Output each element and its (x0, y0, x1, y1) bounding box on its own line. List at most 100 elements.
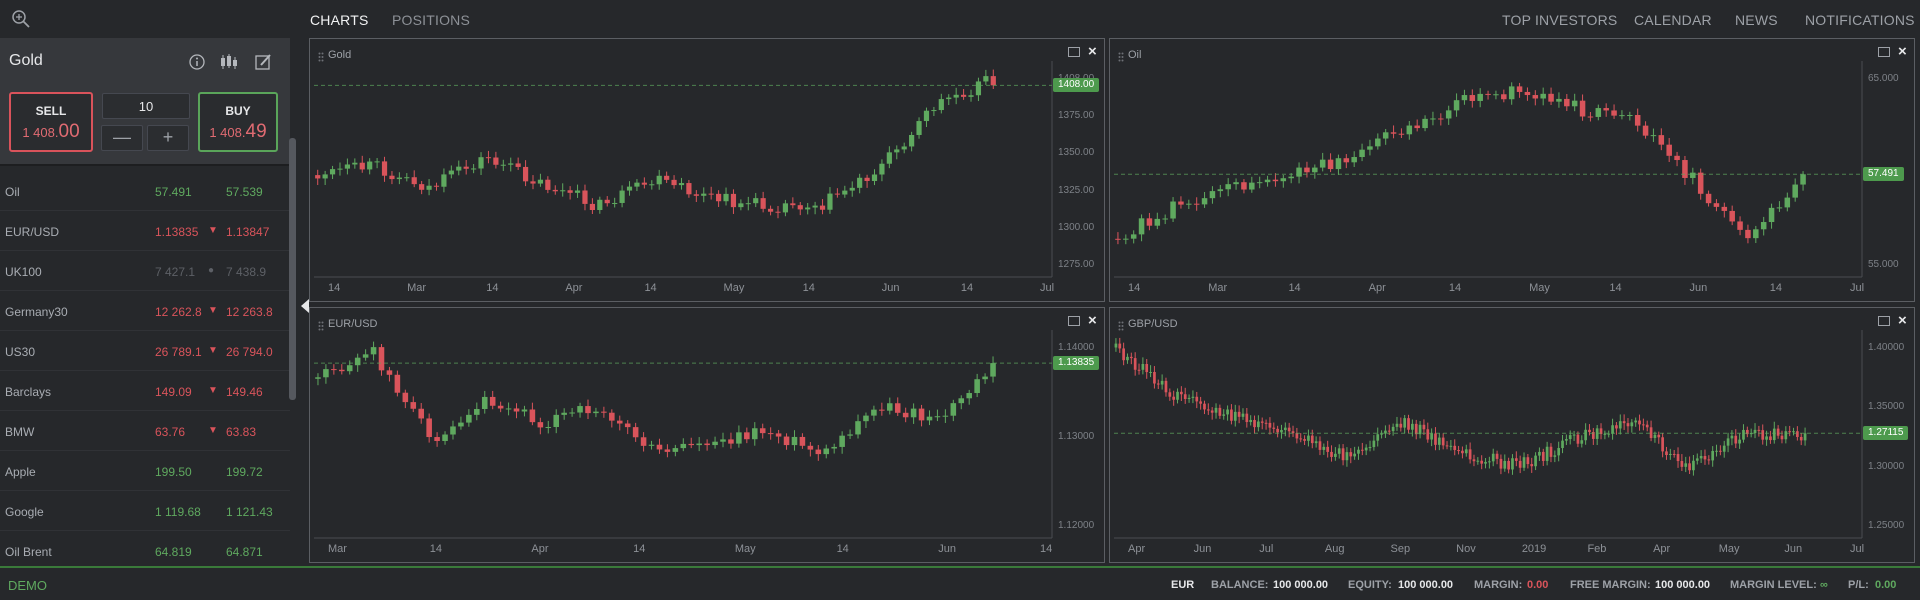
candle (1603, 433, 1607, 435)
buy-button[interactable]: BUY 1 408.49 (198, 92, 278, 152)
candle (1650, 135, 1657, 137)
x-tick-label: May (723, 282, 745, 294)
candle (1737, 221, 1743, 230)
candle (1749, 433, 1753, 435)
candle (1703, 456, 1707, 460)
candle (1145, 363, 1149, 373)
watchlist-row[interactable]: Apple 199.50 199.72 (0, 451, 290, 491)
watchlist-scrollbar[interactable] (289, 138, 296, 400)
chart-canvas[interactable] (1110, 308, 1914, 562)
close-chart-icon[interactable]: × (1898, 43, 1907, 60)
candle (426, 418, 432, 438)
candle (1187, 397, 1191, 399)
candle (569, 412, 575, 414)
candle (1137, 369, 1141, 371)
watchlist-row[interactable]: US30 26 789.1 ▼ 26 794.0 (0, 331, 290, 371)
candle (1638, 420, 1641, 425)
candle (1288, 176, 1294, 179)
x-tick-label: Apr (531, 543, 549, 555)
watchlist-row[interactable]: Google 1 119.68 1 121.43 (0, 491, 290, 531)
candle (1580, 440, 1584, 444)
watchlist-row[interactable]: Oil Brent 64.819 64.871 (0, 531, 290, 571)
sell-button[interactable]: SELL 1 408.00 (9, 92, 93, 152)
nav-notifications[interactable]: NOTIFICATIONS (1805, 12, 1915, 28)
x-tick-label: Jun (1193, 543, 1212, 555)
candle (1312, 167, 1318, 173)
drag-handle-icon[interactable] (1118, 49, 1124, 62)
drag-handle-icon[interactable] (1118, 318, 1124, 331)
candle (1360, 449, 1364, 451)
candle (1730, 435, 1734, 439)
candle (1722, 445, 1726, 452)
chart-panel-oil[interactable]: Oil×65.00060.00055.00014Mar14Apr14May14J… (1109, 38, 1915, 302)
candle (1276, 428, 1279, 433)
x-tick-label: Jul (1259, 543, 1274, 555)
drag-handle-icon[interactable] (318, 318, 324, 331)
x-tick-label: Jul (1850, 543, 1865, 555)
watchlist-row[interactable]: UK100 7 427.1 ● 7 438.9 (0, 251, 290, 291)
drag-handle-icon[interactable] (318, 49, 324, 62)
collapse-sidebar-icon[interactable] (300, 298, 310, 314)
watchlist-row[interactable]: BMW 63.76 ▼ 63.83 (0, 411, 290, 451)
y-tick-label: 1375.00 (1058, 110, 1095, 122)
tab-charts[interactable]: CHARTS (310, 12, 369, 28)
tab-positions[interactable]: POSITIONS (392, 12, 471, 28)
candle (1176, 391, 1179, 400)
candle (909, 134, 915, 147)
watchlist-bid: 26 789.1 (155, 345, 202, 359)
zoom-icon[interactable] (10, 8, 32, 30)
x-tick-label: 14 (1448, 282, 1462, 294)
decrease-quantity-button[interactable]: — (101, 125, 143, 151)
candle (1532, 95, 1539, 99)
candle (1719, 450, 1722, 452)
maximize-chart-icon[interactable] (1878, 47, 1890, 57)
x-tick-label: Mar (407, 282, 427, 294)
candle (1384, 430, 1387, 434)
nav-calendar[interactable]: CALENDAR (1634, 12, 1712, 28)
maximize-chart-icon[interactable] (1068, 47, 1080, 57)
current-price-tag: 57.491 (1863, 167, 1904, 182)
candle (560, 190, 566, 192)
candle (508, 163, 514, 165)
maximize-chart-icon[interactable] (1878, 316, 1890, 326)
increase-quantity-button[interactable]: + (147, 125, 189, 151)
candle (1682, 160, 1688, 178)
candle (1353, 453, 1356, 457)
candle (1222, 414, 1226, 416)
chart-panel-eurusd[interactable]: EUR/USD × 1.14000 1.13000 1.12000 Mar 14 Apr 14 M… (309, 307, 1105, 563)
nav-news[interactable]: NEWS (1735, 12, 1778, 28)
candle (552, 189, 558, 192)
candle (926, 416, 933, 421)
chart-panel-gbpusd[interactable]: GBP/USD × 1.40000 1.35000 1.30000 1.25000 Apr J… (1109, 307, 1915, 563)
candle (1666, 144, 1672, 156)
candlestick-icon[interactable] (218, 52, 238, 72)
chart-canvas[interactable] (1110, 39, 1914, 301)
watchlist-row[interactable]: EUR/USD 1.13835 ▼ 1.13847 (0, 211, 290, 251)
sidebar: Gold SELL 1 408.00 ▾ — + BUY 1 408.49 Oi… (0, 38, 290, 571)
edit-icon[interactable] (253, 52, 273, 72)
maximize-chart-icon[interactable] (1068, 316, 1080, 326)
chart-canvas[interactable] (310, 308, 1104, 562)
candle (1653, 434, 1657, 439)
watchlist-row[interactable]: Germany30 12 262.8 ▼ 12 263.8 (0, 291, 290, 331)
candle (1599, 428, 1603, 435)
watchlist-row[interactable]: Oil 57.491 57.539 (0, 171, 290, 211)
close-chart-icon[interactable]: × (1088, 43, 1097, 60)
candle (474, 409, 480, 415)
close-chart-icon[interactable]: × (1088, 312, 1097, 329)
candle (807, 445, 814, 450)
watchlist-instrument-name: EUR/USD (5, 225, 60, 239)
close-chart-icon[interactable]: × (1898, 312, 1907, 329)
candle (730, 193, 737, 208)
chart-canvas[interactable] (310, 39, 1104, 301)
x-tick-label: 14 (644, 282, 657, 294)
watchlist-row[interactable]: Barclays 149.09 ▼ 149.46 (0, 371, 290, 411)
account-mode[interactable]: DEMO (8, 578, 47, 593)
info-icon[interactable] (187, 52, 207, 72)
candle (1645, 424, 1649, 428)
nav-top-investors[interactable]: TOP INVESTORS (1502, 12, 1618, 28)
quantity-input[interactable] (102, 93, 190, 119)
candle (902, 412, 909, 418)
chart-panel-gold[interactable]: Gold × 1408.00 1375.00 1350.00 1325.00 1300.00… (309, 38, 1105, 302)
candle (1630, 422, 1634, 427)
